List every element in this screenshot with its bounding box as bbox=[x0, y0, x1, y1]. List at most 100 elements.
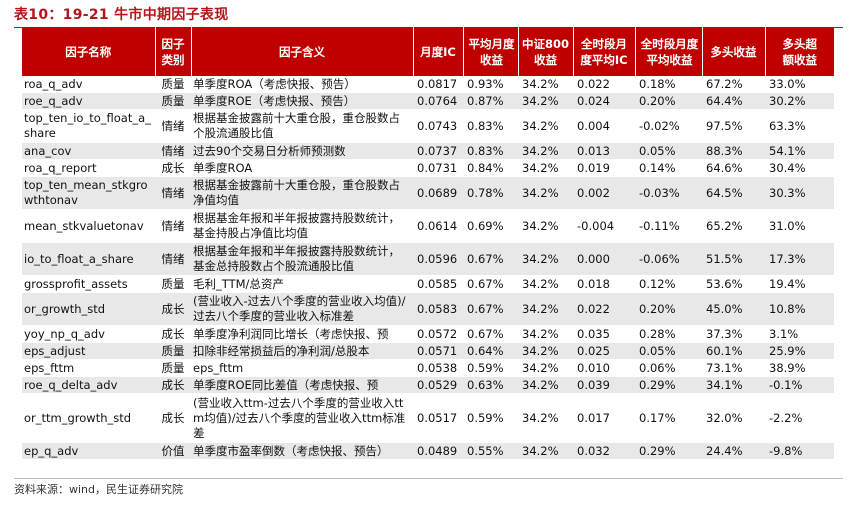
factor-category-cell: 质量 bbox=[155, 76, 191, 93]
monthly-ic-cell: 0.0489 bbox=[413, 442, 463, 460]
full-period-ic-cell: 0.000 bbox=[573, 242, 635, 276]
avg-monthly-return-cell: 0.87% bbox=[463, 92, 518, 110]
full-period-return-cell: -0.03% bbox=[635, 176, 702, 210]
avg-monthly-return-cell: 0.67% bbox=[463, 242, 518, 276]
monthly-ic-cell: 0.0764 bbox=[413, 92, 463, 110]
csi800-return-cell: 34.2% bbox=[518, 292, 573, 326]
csi800-return-cell: 34.2% bbox=[518, 275, 573, 293]
table-row: io_to_float_a_share 情绪 根据基金年报和半年报披露持股数统计，基… bbox=[22, 242, 834, 276]
long-excess-return-cell: 33.0% bbox=[765, 76, 834, 93]
monthly-ic-cell: 0.0538 bbox=[413, 359, 463, 377]
full-period-ic-cell: -0.004 bbox=[573, 209, 635, 243]
factor-name-cell: roe_q_delta_adv bbox=[22, 376, 155, 394]
long-return-cell: 24.4% bbox=[702, 442, 765, 460]
factor-category-cell: 质量 bbox=[155, 92, 191, 110]
avg-monthly-return-cell: 0.83% bbox=[463, 142, 518, 160]
avg-monthly-return-cell: 0.64% bbox=[463, 342, 518, 360]
factor-category-cell: 成长 bbox=[155, 325, 191, 343]
factor-meaning-cell: 单季度净利润同比增长（考虑快报、预 bbox=[191, 325, 413, 343]
factor-category-cell: 成长 bbox=[155, 376, 191, 394]
long-excess-return-cell: 30.3% bbox=[765, 176, 834, 210]
table-row: ana_cov 情绪 过去90个交易日分析师预测数 0.0737 0.83% 34.2% 0… bbox=[22, 142, 834, 160]
full-period-ic-cell: 0.039 bbox=[573, 376, 635, 394]
factor-meaning-cell: 单季度ROA bbox=[191, 159, 413, 177]
header-row: 因子名称 因子类别 因子含义 月度IC 平均月度收益 中证800收益 全时段月度… bbox=[22, 27, 834, 76]
full-period-return-cell: 0.05% bbox=[635, 142, 702, 160]
factor-meaning-cell: 毛利_TTM/总资产 bbox=[191, 275, 413, 293]
factor-name-cell: top_ten_io_to_float_a_share bbox=[22, 109, 155, 143]
factor-name-cell: or_ttm_growth_std bbox=[22, 393, 155, 443]
long-return-cell: 45.0% bbox=[702, 292, 765, 326]
table-row: grossprofit_assets 质量 毛利_TTM/总资产 0.0585 0.67… bbox=[22, 275, 834, 293]
header-factor-meaning: 因子含义 bbox=[191, 27, 414, 76]
monthly-ic-cell: 0.0583 bbox=[413, 292, 463, 326]
table-row: ep_q_adv 价值 单季度市盈率倒数（考虑快报、预告） 0.0489 0.55% 34… bbox=[22, 442, 834, 460]
long-return-cell: 65.2% bbox=[702, 209, 765, 243]
csi800-return-cell: 34.2% bbox=[518, 142, 573, 160]
table-title: 表10：19-21 牛市中期因子表现 bbox=[14, 7, 229, 23]
full-period-ic-cell: 0.022 bbox=[573, 76, 635, 93]
factor-name-cell: eps_fttm bbox=[22, 359, 155, 377]
full-period-ic-cell: 0.017 bbox=[573, 393, 635, 443]
long-return-cell: 64.4% bbox=[702, 92, 765, 110]
csi800-return-cell: 34.2% bbox=[518, 176, 573, 210]
monthly-ic-cell: 0.0731 bbox=[413, 159, 463, 177]
monthly-ic-cell: 0.0737 bbox=[413, 142, 463, 160]
full-period-ic-cell: 0.024 bbox=[573, 92, 635, 110]
avg-monthly-return-cell: 0.67% bbox=[463, 325, 518, 343]
full-period-return-cell: 0.12% bbox=[635, 275, 702, 293]
monthly-ic-cell: 0.0817 bbox=[413, 76, 463, 93]
csi800-return-cell: 34.2% bbox=[518, 325, 573, 343]
factor-meaning-cell: 根据基金披露前十大重仓股，重仓股数占净值均值 bbox=[191, 176, 413, 210]
long-excess-return-cell: -9.8% bbox=[765, 442, 834, 460]
csi800-return-cell: 34.2% bbox=[518, 159, 573, 177]
factor-meaning-cell: 根据基金年报和半年报披露持股数统计，基金总持股数占个股流通股比值 bbox=[191, 242, 413, 276]
long-excess-return-cell: 63.3% bbox=[765, 109, 834, 143]
long-return-cell: 64.5% bbox=[702, 176, 765, 210]
csi800-return-cell: 34.2% bbox=[518, 359, 573, 377]
factor-name-cell: io_to_float_a_share bbox=[22, 242, 155, 276]
csi800-return-cell: 34.2% bbox=[518, 92, 573, 110]
table-row: mean_stkvaluetonav 情绪 根据基金年报和半年报披露持股数统计，基金… bbox=[22, 209, 834, 243]
header-factor-category: 因子类别 bbox=[155, 27, 192, 76]
long-return-cell: 37.3% bbox=[702, 325, 765, 343]
long-return-cell: 51.5% bbox=[702, 242, 765, 276]
factor-table: 因子名称 因子类别 因子含义 月度IC 平均月度收益 中证800收益 全时段月度… bbox=[22, 27, 834, 460]
long-excess-return-cell: 31.0% bbox=[765, 209, 834, 243]
avg-monthly-return-cell: 0.84% bbox=[463, 159, 518, 177]
full-period-return-cell: 0.20% bbox=[635, 292, 702, 326]
header-monthly-ic: 月度IC bbox=[413, 27, 464, 76]
long-excess-return-cell: 30.2% bbox=[765, 92, 834, 110]
table-row: eps_fttm 质量 eps_fttm 0.0538 0.59% 34.2% 0.010 0… bbox=[22, 359, 834, 377]
factor-meaning-cell: (营业收入-过去八个季度的营业收入均值)/过去八个季度的营业收入标准差 bbox=[191, 292, 413, 326]
full-period-ic-cell: 0.035 bbox=[573, 325, 635, 343]
long-return-cell: 53.6% bbox=[702, 275, 765, 293]
full-period-return-cell: 0.29% bbox=[635, 442, 702, 460]
factor-category-cell: 质量 bbox=[155, 275, 191, 293]
header-full-period-return: 全时段月度平均收益 bbox=[635, 27, 703, 76]
long-excess-return-cell: 54.1% bbox=[765, 142, 834, 160]
full-period-ic-cell: 0.004 bbox=[573, 109, 635, 143]
source-note: 资料来源：wind，民生证券研究院 bbox=[14, 483, 184, 496]
factor-meaning-cell: 单季度ROA（考虑快报、预告） bbox=[191, 76, 413, 93]
factor-name-cell: roe_q_adv bbox=[22, 92, 155, 110]
header-full-period-ic: 全时段月度平均IC bbox=[573, 27, 636, 76]
header-avg-monthly-return: 平均月度收益 bbox=[463, 27, 519, 76]
full-period-return-cell: 0.05% bbox=[635, 342, 702, 360]
factor-category-cell: 情绪 bbox=[155, 242, 191, 276]
factor-meaning-cell: 根据基金披露前十大重仓股，重仓股数占个股流通股比值 bbox=[191, 109, 413, 143]
factor-category-cell: 情绪 bbox=[155, 209, 191, 243]
header-factor-name: 因子名称 bbox=[22, 27, 156, 76]
factor-meaning-cell: 扣除非经常损益后的净利润/总股本 bbox=[191, 342, 413, 360]
full-period-ic-cell: 0.019 bbox=[573, 159, 635, 177]
factor-category-cell: 成长 bbox=[155, 393, 191, 443]
table-row: or_growth_std 成长 (营业收入-过去八个季度的营业收入均值)/过去八个… bbox=[22, 292, 834, 326]
full-period-return-cell: 0.14% bbox=[635, 159, 702, 177]
factor-name-cell: yoy_np_q_adv bbox=[22, 325, 155, 343]
factor-name-cell: ana_cov bbox=[22, 142, 155, 160]
full-period-return-cell: 0.18% bbox=[635, 76, 702, 93]
header-long-return: 多头收益 bbox=[702, 27, 766, 76]
full-period-ic-cell: 0.025 bbox=[573, 342, 635, 360]
bottom-rule bbox=[14, 478, 843, 479]
long-return-cell: 60.1% bbox=[702, 342, 765, 360]
